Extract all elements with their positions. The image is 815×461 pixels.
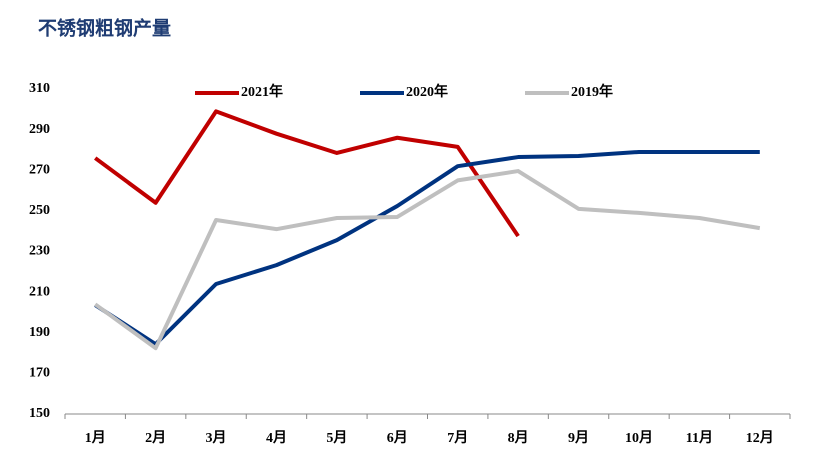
x-tick-label: 2月 xyxy=(145,430,166,446)
x-tick-label: 1月 xyxy=(85,430,106,446)
x-tick-label: 12月 xyxy=(746,430,774,446)
chart-title: 不锈钢粗钢产量 xyxy=(38,16,171,39)
legend-label: 2019年 xyxy=(571,83,613,100)
y-tick-label: 290 xyxy=(29,122,50,137)
x-tick-label: 4月 xyxy=(266,430,287,446)
y-tick-label: 150 xyxy=(29,406,50,421)
y-tick-label: 230 xyxy=(29,244,50,259)
y-tick-label: 210 xyxy=(29,284,50,299)
line-series xyxy=(94,169,761,351)
x-tick-label: 8月 xyxy=(508,430,529,446)
x-tick-label: 10月 xyxy=(625,430,653,446)
line-series xyxy=(94,149,760,347)
x-tick-label: 11月 xyxy=(686,430,713,446)
x-tick-label: 6月 xyxy=(387,430,408,446)
y-tick-label: 170 xyxy=(29,366,50,381)
legend-label: 2020年 xyxy=(406,83,448,100)
y-tick-label: 250 xyxy=(29,203,50,218)
y-tick-label: 190 xyxy=(29,325,50,340)
legend-label: 2021年 xyxy=(241,83,283,100)
x-tick-label: 7月 xyxy=(447,430,468,446)
line-series xyxy=(94,109,520,238)
y-tick-label: 270 xyxy=(29,162,50,177)
x-tick-label: 3月 xyxy=(206,430,227,446)
x-tick-label: 5月 xyxy=(326,430,347,446)
y-tick-label: 310 xyxy=(29,81,50,96)
x-tick-label: 9月 xyxy=(568,430,589,446)
